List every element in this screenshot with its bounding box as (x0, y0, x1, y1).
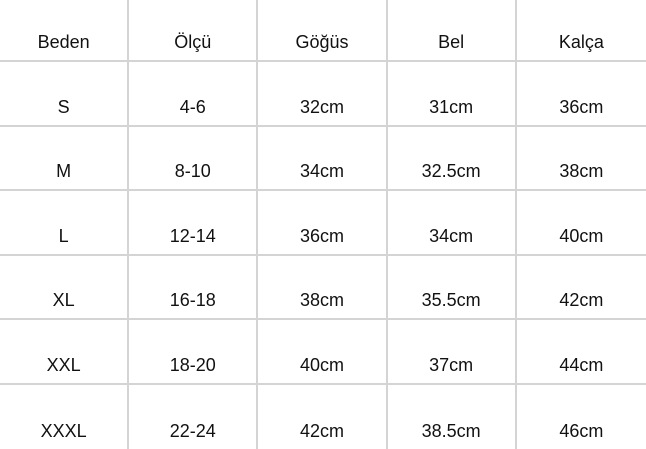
table-cell: L (0, 191, 129, 254)
header-cell: Bel (388, 0, 517, 60)
header-row: Beden Ölçü Göğüs Bel Kalça (0, 0, 646, 62)
header-cell: Beden (0, 0, 129, 60)
table-cell: XL (0, 256, 129, 319)
table-cell: XXL (0, 320, 129, 383)
table-cell: 32.5cm (388, 127, 517, 190)
table-cell: 31cm (388, 62, 517, 125)
table-cell: S (0, 62, 129, 125)
table-cell: 38.5cm (388, 385, 517, 449)
table-cell: 44cm (517, 320, 646, 383)
header-cell: Kalça (517, 0, 646, 60)
table-cell: 4-6 (129, 62, 258, 125)
table-cell: 36cm (258, 191, 387, 254)
table-cell: 16-18 (129, 256, 258, 319)
table-cell: 38cm (258, 256, 387, 319)
table-cell: 35.5cm (388, 256, 517, 319)
table-cell: XXXL (0, 385, 129, 449)
table-cell: 12-14 (129, 191, 258, 254)
table-cell: 46cm (517, 385, 646, 449)
table-cell: 37cm (388, 320, 517, 383)
table-cell: 32cm (258, 62, 387, 125)
table-cell: 18-20 (129, 320, 258, 383)
table-cell: 34cm (258, 127, 387, 190)
table-cell: 40cm (258, 320, 387, 383)
table-cell: 22-24 (129, 385, 258, 449)
header-cell: Göğüs (258, 0, 387, 60)
header-cell: Ölçü (129, 0, 258, 60)
table-cell: M (0, 127, 129, 190)
table-cell: 34cm (388, 191, 517, 254)
table-cell: 36cm (517, 62, 646, 125)
table-cell: 8-10 (129, 127, 258, 190)
table-cell: 38cm (517, 127, 646, 190)
table-cell: 40cm (517, 191, 646, 254)
table-cell: 42cm (258, 385, 387, 449)
table-cell: 42cm (517, 256, 646, 319)
